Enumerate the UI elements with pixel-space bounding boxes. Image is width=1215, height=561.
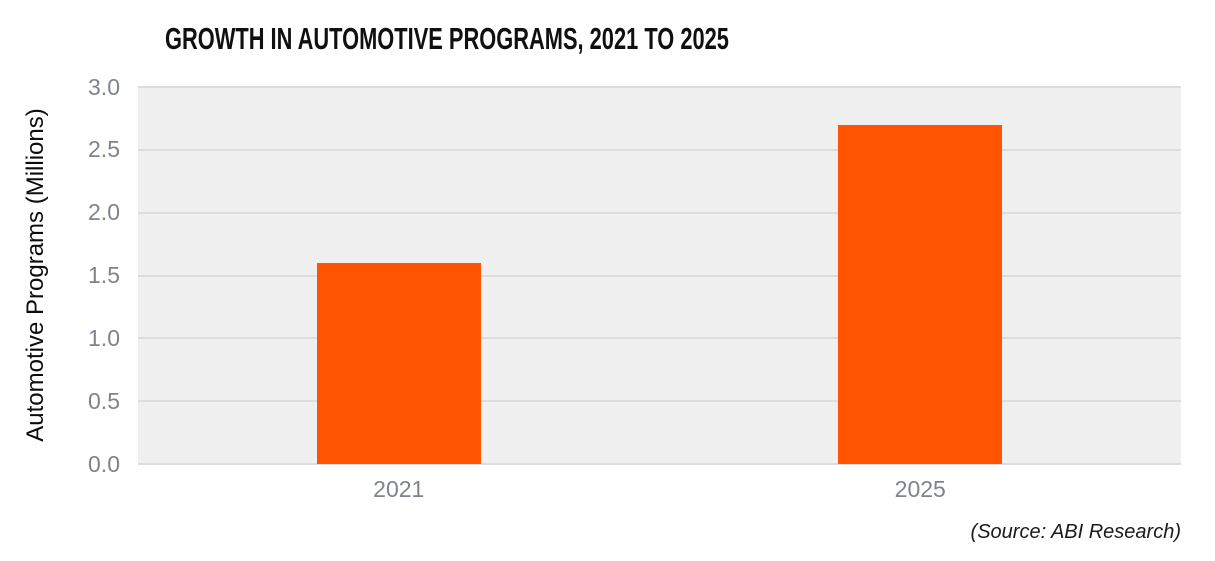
y-tick-label: 1.5	[88, 262, 120, 288]
chart-title: GROWTH IN AUTOMOTIVE PROGRAMS, 2021 TO 2…	[165, 22, 729, 56]
x-tick-label: 2025	[894, 476, 946, 502]
gridline	[138, 463, 1181, 465]
y-tick-label: 2.0	[88, 199, 120, 226]
gridline	[138, 148, 1181, 151]
x-tick-label: 2021	[373, 476, 425, 502]
gridline	[138, 211, 1181, 214]
bar-2021	[316, 262, 481, 464]
y-tick-label: 1.0	[88, 324, 120, 351]
gridline	[138, 86, 1181, 88]
gridline	[138, 400, 1181, 403]
bar-2025	[838, 124, 1003, 464]
y-tick-label: 3.0	[88, 73, 120, 100]
gridline	[138, 274, 1181, 277]
gridline	[138, 337, 1181, 340]
y-tick-label: 2.5	[88, 136, 120, 163]
y-tick-label: 0.0	[88, 450, 120, 477]
y-tick-label: 0.5	[88, 387, 120, 414]
plot-area	[138, 86, 1181, 465]
source-note: (Source: ABI Research)	[970, 521, 1181, 543]
